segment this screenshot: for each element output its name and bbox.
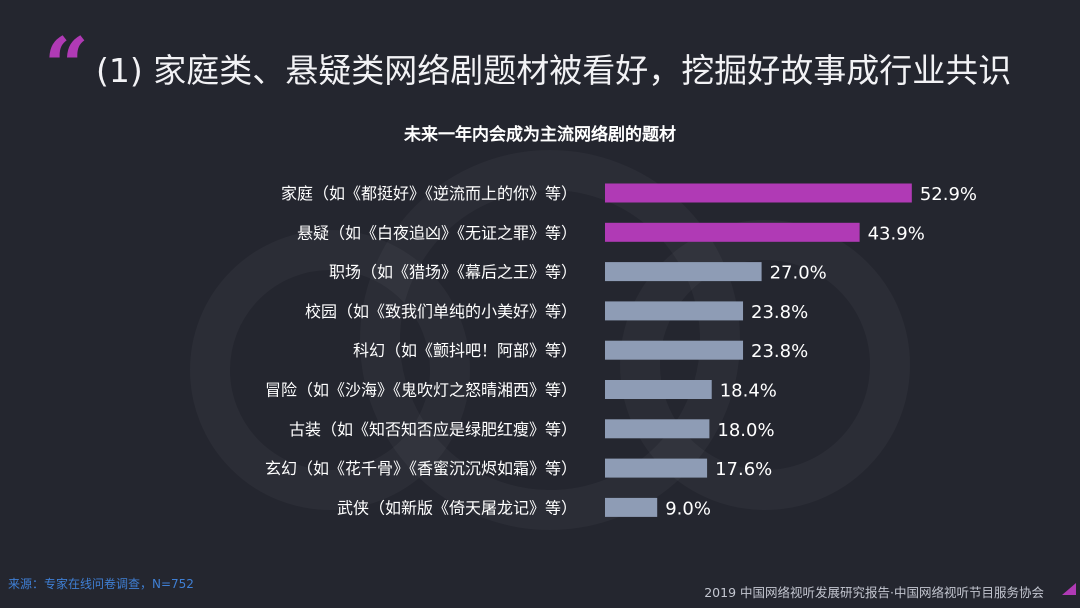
value-label: 23.8% xyxy=(751,341,808,362)
bar-row: 悬疑（如《白夜追凶》《无证之罪》等） 43.9% xyxy=(297,222,925,244)
source-note: 来源：专家在线问卷调查，N=752 xyxy=(8,577,194,591)
bar-row: 家庭（如《都挺好》《逆流而上的你》等） 52.9% xyxy=(281,183,977,205)
value-label: 43.9% xyxy=(868,223,925,244)
value-label: 18.4% xyxy=(720,381,777,402)
bar-row: 职场（如《猎场》《幕后之王》等） 27.0% xyxy=(329,262,827,284)
value-label: 23.8% xyxy=(751,302,808,323)
bar-row: 古装（如《知否知否应是绿肥红瘦》等） 18.0% xyxy=(289,419,775,441)
bar xyxy=(605,380,712,399)
value-label: 17.6% xyxy=(715,459,772,480)
bar-row: 校园（如《致我们单纯的小美好》等） 23.8% xyxy=(305,301,808,323)
value-label: 9.0% xyxy=(665,498,711,519)
bar xyxy=(605,458,708,478)
bar xyxy=(605,419,710,439)
bar-row: 玄幻（如《花千骨》《香蜜沉沉烬如霜》等） 17.6% xyxy=(265,458,772,480)
bar-row: 科幻（如《颤抖吧！阿部》等） 23.8% xyxy=(353,340,808,362)
category-label: 职场（如《猎场》《幕后之王》等） xyxy=(329,263,577,282)
bar xyxy=(605,340,744,360)
corner-triangle-icon xyxy=(1062,583,1076,595)
bar xyxy=(605,222,860,242)
report-credit: 2019 中国网络视听发展研究报告·中国网络视听节目服务协会 xyxy=(704,585,1044,600)
category-label: 科幻（如《颤抖吧！阿部》等） xyxy=(353,341,577,360)
category-label: 玄幻（如《花千骨》《香蜜沉沉烬如霜》等） xyxy=(265,459,577,478)
bar xyxy=(605,497,658,517)
page-title: (1) 家庭类、悬疑类网络剧题材被看好，挖掘好故事成行业共识 xyxy=(96,51,1012,90)
category-label: 家庭（如《都挺好》《逆流而上的你》等） xyxy=(281,184,577,203)
bar xyxy=(605,183,912,203)
bar-row: 冒险（如《沙海》《鬼吹灯之怒晴湘西》等） 18.4% xyxy=(265,380,777,402)
category-label: 悬疑（如《白夜追凶》《无证之罪》等） xyxy=(297,223,577,242)
value-label: 52.9% xyxy=(920,184,977,205)
bar xyxy=(605,301,744,321)
bar xyxy=(605,262,762,282)
category-label: 武侠（如新版《倚天屠龙记》等） xyxy=(337,498,577,517)
category-label: 校园（如《致我们单纯的小美好》等） xyxy=(305,302,577,321)
quote-mark-icon: “ xyxy=(44,21,89,112)
value-label: 18.0% xyxy=(717,420,774,441)
category-label: 古装（如《知否知否应是绿肥红瘦》等） xyxy=(289,420,577,439)
value-label: 27.0% xyxy=(770,263,827,284)
chart-title: 未来一年内会成为主流网络剧的题材 xyxy=(404,125,676,145)
bar-row: 武侠（如新版《倚天屠龙记》等） 9.0% xyxy=(337,497,711,519)
category-label: 冒险（如《沙海》《鬼吹灯之怒晴湘西》等） xyxy=(265,381,577,400)
